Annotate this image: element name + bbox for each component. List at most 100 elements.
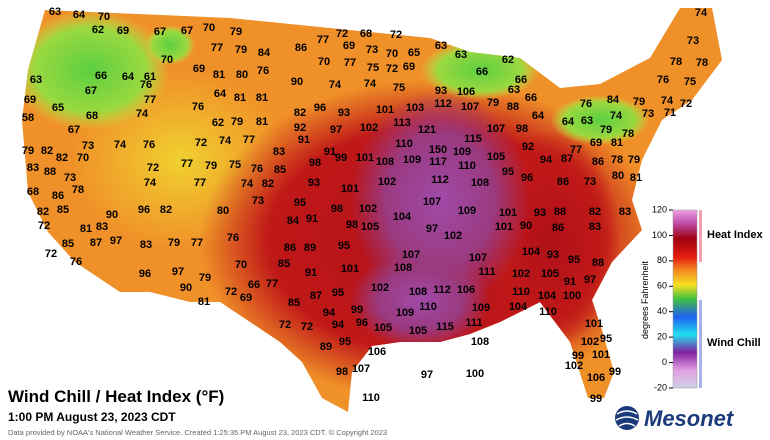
station-value: 67: [154, 26, 166, 38]
station-value: 96: [314, 102, 326, 114]
station-value: 105: [487, 151, 505, 163]
station-value: 74: [364, 78, 377, 90]
colorbar-tick-label: 60: [657, 281, 667, 291]
station-value: 77: [243, 134, 255, 146]
station-value: 150: [429, 144, 447, 156]
station-value: 69: [117, 25, 129, 37]
station-value: 102: [359, 203, 377, 215]
station-value: 64: [532, 110, 545, 122]
station-value: 75: [393, 82, 405, 94]
station-value: 63: [581, 115, 593, 127]
station-value: 99: [609, 366, 621, 378]
station-value: 76: [257, 65, 269, 77]
station-value: 91: [298, 134, 310, 146]
station-value: 73: [366, 44, 378, 56]
station-value: 102: [565, 360, 583, 372]
station-value: 67: [85, 85, 97, 97]
station-value: 95: [332, 287, 344, 299]
station-value: 83: [140, 239, 152, 251]
station-value: 70: [161, 54, 173, 66]
station-value: 77: [211, 42, 223, 54]
station-value: 86: [52, 190, 64, 202]
station-value: 99: [572, 350, 584, 362]
station-value: 101: [499, 207, 517, 219]
station-value: 74: [695, 7, 708, 19]
colorbar-tick-label: 80: [657, 255, 667, 265]
station-value: 80: [217, 205, 229, 217]
station-value: 91: [306, 213, 318, 225]
subtitle: 1:00 PM August 23, 2023 CDT: [8, 410, 176, 424]
station-value: 82: [589, 206, 601, 218]
heat-index-label: Heat Index: [707, 229, 764, 241]
station-value: 95: [502, 166, 514, 178]
station-value: 66: [476, 66, 488, 78]
station-value: 63: [455, 49, 467, 61]
station-value: 90: [180, 282, 192, 294]
station-value: 105: [541, 268, 559, 280]
station-value: 90: [106, 209, 118, 221]
station-value: 97: [330, 124, 342, 136]
station-value: 83: [273, 146, 285, 158]
station-value: 69: [193, 63, 205, 75]
station-value: 95: [600, 333, 612, 345]
station-value: 74: [610, 110, 623, 122]
station-value: 90: [291, 76, 303, 88]
station-value: 81: [198, 296, 210, 308]
station-value: 66: [95, 70, 107, 82]
station-value: 87: [90, 237, 102, 249]
station-value: 72: [336, 28, 348, 40]
station-value: 83: [27, 162, 39, 174]
station-value: 95: [294, 197, 306, 209]
station-value: 64: [73, 9, 86, 21]
station-value: 79: [600, 124, 612, 136]
station-value: 82: [56, 152, 68, 164]
station-value: 77: [144, 94, 156, 106]
station-value: 89: [304, 242, 316, 254]
station-value: 68: [27, 186, 39, 198]
station-value: 111: [478, 266, 495, 278]
station-value: 112: [434, 98, 452, 110]
title: Wind Chill / Heat Index (°F): [8, 387, 224, 406]
station-value: 80: [236, 69, 248, 81]
station-value: 74: [136, 108, 149, 120]
station-value: 91: [564, 276, 576, 288]
station-value: 64: [214, 88, 227, 100]
station-value: 79: [487, 97, 499, 109]
station-value: 97: [172, 266, 184, 278]
station-value: 106: [457, 284, 475, 296]
station-value: 91: [305, 267, 317, 279]
station-value: 107: [402, 249, 420, 261]
station-value: 110: [512, 286, 530, 298]
station-value: 76: [251, 163, 263, 175]
station-value: 88: [44, 166, 56, 178]
station-value: 98: [336, 366, 348, 378]
station-value: 107: [352, 363, 370, 375]
station-value: 79: [230, 26, 242, 38]
station-value: 89: [320, 341, 332, 353]
station-value: 109: [458, 205, 476, 217]
station-value: 109: [396, 307, 414, 319]
station-value: 105: [409, 325, 427, 337]
station-value: 64: [562, 116, 575, 128]
station-value: 87: [561, 153, 573, 165]
station-value: 62: [92, 24, 104, 36]
station-value: 72: [225, 286, 237, 298]
station-value: 66: [525, 92, 537, 104]
station-value: 96: [521, 172, 533, 184]
colorbar-tick-label: 0: [662, 357, 667, 367]
station-value: 79: [205, 160, 217, 172]
station-value: 94: [332, 319, 345, 331]
station-value: 76: [580, 98, 592, 110]
station-value: 82: [262, 178, 274, 190]
station-value: 100: [466, 368, 484, 380]
station-value: 82: [160, 204, 172, 216]
station-value: 70: [386, 48, 398, 60]
station-value: 106: [457, 86, 475, 98]
station-value: 105: [374, 322, 392, 334]
station-value: 115: [464, 133, 482, 145]
station-value: 98: [309, 157, 321, 169]
station-value: 97: [426, 223, 438, 235]
station-value: 107: [487, 123, 505, 135]
station-value: 93: [534, 207, 546, 219]
station-value: 101: [592, 349, 610, 361]
